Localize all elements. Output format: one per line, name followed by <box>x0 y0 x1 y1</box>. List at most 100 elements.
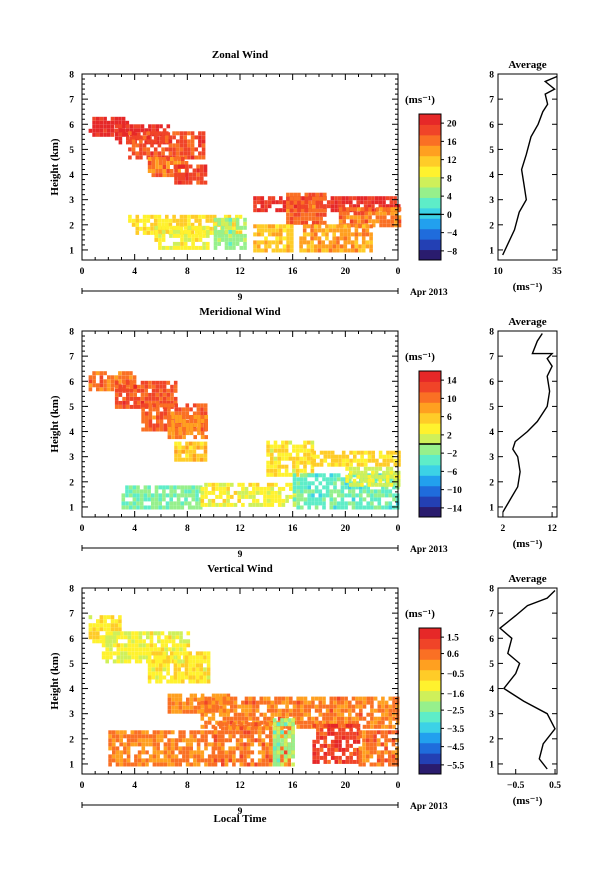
heatmap-cell <box>176 505 181 510</box>
heatmap-cell <box>163 403 167 408</box>
heatmap-cell <box>224 762 229 767</box>
heatmap-cell <box>333 497 337 502</box>
heatmap-cell <box>322 485 326 490</box>
colorbar-swatch <box>419 742 441 754</box>
heatmap-cell <box>133 384 137 389</box>
heatmap-cell <box>360 207 365 212</box>
heatmap-cell <box>317 224 322 229</box>
heatmap-cell <box>161 131 165 136</box>
heatmap-cell <box>228 758 232 763</box>
heatmap-cell <box>292 704 297 709</box>
heatmap-cell <box>303 448 307 453</box>
heatmap-cell <box>333 708 337 713</box>
heatmap-cell <box>340 489 345 494</box>
heatmap-cell <box>235 217 240 222</box>
heatmap-cell <box>371 200 375 205</box>
heatmap-cell <box>397 219 402 224</box>
colorbar-swatch <box>419 711 441 723</box>
heatmap-cell <box>184 485 188 490</box>
heatmap-cell <box>369 754 374 759</box>
heatmap-cell <box>299 236 303 241</box>
heatmap-cell <box>235 225 240 230</box>
heatmap-cell <box>112 635 117 640</box>
heatmap-cell <box>204 738 208 743</box>
heatmap-cell <box>377 724 382 729</box>
heatmap-cell <box>254 738 258 743</box>
heatmap-cell <box>131 143 136 148</box>
heatmap-cell <box>199 655 203 660</box>
heatmap-cell <box>181 164 186 169</box>
heatmap-cell <box>159 392 163 397</box>
heatmap-cell <box>371 478 375 483</box>
heatmap-cell <box>243 221 247 226</box>
heatmap-cell <box>347 248 351 253</box>
heatmap-cell <box>88 631 93 636</box>
heatmap-cell <box>196 762 201 767</box>
heatmap-cell <box>323 192 327 197</box>
heatmap-cell <box>362 489 367 494</box>
heatmap-cell <box>266 452 270 457</box>
heatmap-cell <box>197 697 201 702</box>
heatmap-cell <box>259 696 264 701</box>
heatmap-cell <box>270 448 274 453</box>
heatmap-cell <box>282 228 287 233</box>
heatmap-cell <box>266 704 271 709</box>
heatmap-cell <box>164 639 168 644</box>
heatmap-cell <box>155 663 159 668</box>
heatmap-cell <box>287 726 291 731</box>
heatmap-cell <box>232 237 236 242</box>
colorbar-swatch <box>419 114 441 125</box>
heatmap-cell <box>128 139 132 144</box>
heatmap-cell <box>361 232 366 237</box>
heatmap-cell <box>127 643 132 648</box>
heatmap-cell <box>284 444 289 449</box>
heatmap-cell <box>329 696 334 701</box>
heatmap-cell <box>285 704 289 709</box>
heatmap-cell <box>193 738 197 743</box>
colorbar-tick-label: 2 <box>447 431 452 441</box>
heatmap-cell <box>198 225 203 230</box>
heatmap-cell <box>159 762 164 767</box>
panel-title: Vertical Wind <box>207 563 273 575</box>
heatmap-cell <box>112 738 116 743</box>
heatmap-cell <box>137 734 142 739</box>
heatmap-cell <box>252 704 256 709</box>
heatmap-cell <box>175 423 179 427</box>
heatmap-cell <box>311 200 316 205</box>
heatmap-cell <box>256 244 261 249</box>
heatmap-cell <box>186 701 190 706</box>
heatmap-cell <box>310 468 315 473</box>
heatmap-cell <box>318 720 323 725</box>
heatmap-cell <box>230 494 234 499</box>
colorbar-frame <box>418 113 442 261</box>
heatmap-cell <box>281 502 286 507</box>
heatmap-cell <box>213 746 218 751</box>
heatmap-cell <box>302 236 307 241</box>
heatmap-cell <box>196 407 201 412</box>
heatmap-cell <box>341 747 346 752</box>
heatmap-cell <box>183 131 187 136</box>
heatmap-cell <box>129 128 134 133</box>
heatmap-cell <box>152 415 156 420</box>
heatmap-cell <box>263 700 267 705</box>
heatmap-cell <box>230 720 234 725</box>
heatmap-cell <box>92 383 96 388</box>
heatmap-cell <box>386 211 391 216</box>
heatmap-cell <box>224 221 229 226</box>
heatmap-cell <box>200 750 205 755</box>
heatmap-cell <box>297 220 301 225</box>
heatmap-cell <box>291 718 295 723</box>
colorbar-tick-label: −3.5 <box>447 725 465 735</box>
heatmap-cell <box>155 651 159 656</box>
heatmap-cell <box>315 220 320 225</box>
heatmap-cell <box>252 494 256 499</box>
heatmap-cell <box>96 387 100 392</box>
heatmap-cell <box>126 750 131 755</box>
heatmap-cell <box>233 700 238 705</box>
heatmap-cell <box>221 746 225 751</box>
heatmap-cell <box>182 734 186 739</box>
heatmap-cell <box>382 474 386 479</box>
heatmap-cell <box>363 466 368 471</box>
heatmap-cell <box>307 716 311 721</box>
heatmap-cell <box>333 481 337 486</box>
